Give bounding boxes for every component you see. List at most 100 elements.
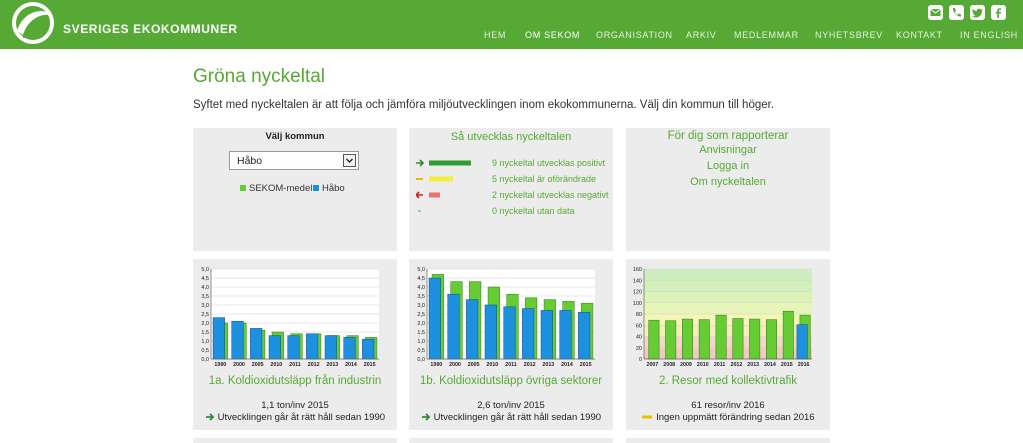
bar-sekom-2010[interactable]	[698, 319, 710, 360]
trend-row-positive[interactable]: 9 nyckeltal utvecklas positivt	[492, 158, 606, 168]
chart-panel-1a[interactable]: 0,0 0,5 1,0 1,5 2,0 2,5 3,0 3,5 4,0 4,5 5,0 1990 200…	[193, 259, 397, 430]
bar-kommun-2012[interactable]	[522, 308, 535, 360]
chart-panel-next-1[interactable]	[193, 438, 397, 443]
trend-row-negative[interactable]: 2 nyckeltal utvecklas negativt	[492, 190, 609, 200]
y-tick-label: 0,5	[201, 348, 209, 354]
x-tick-label-2013: 2013	[747, 362, 759, 368]
x-tick-label-2013: 2013	[542, 362, 554, 368]
chart-1a-value: 1,1 ton/inv 2015	[261, 400, 329, 411]
bar-kommun-2015[interactable]	[362, 338, 375, 360]
x-tick-label-2014: 2014	[764, 362, 776, 368]
background-band	[644, 302, 812, 314]
chart-panel-next-3[interactable]	[626, 438, 830, 443]
y-tick-label: 0	[639, 357, 642, 363]
bar-kommun-2010[interactable]	[484, 304, 497, 360]
bar-kommun-2005[interactable]	[466, 299, 479, 360]
chart-2-value: 61 resor/inv 2016	[691, 400, 765, 411]
chevron-down-icon[interactable]	[343, 154, 356, 167]
bar-kommun-2000[interactable]	[447, 293, 460, 360]
x-tick-label-2014: 2014	[561, 362, 573, 368]
x-tick-label-2010: 2010	[697, 362, 709, 368]
arrow-right-green-icon	[421, 413, 431, 422]
mail-icon[interactable]	[928, 5, 943, 20]
chart-2: 0 20 40 60 80 100 120 140 160 2007 2008 2009 2010 201…	[633, 267, 812, 368]
x-tick-label-2012: 2012	[308, 362, 320, 368]
bar-kommun-2005[interactable]	[250, 328, 263, 360]
x-tick-label-2000: 2000	[233, 362, 245, 368]
bar-kommun-1990[interactable]	[428, 277, 441, 360]
ekokommuner-logo[interactable]	[9, 1, 57, 45]
nav-kontakt[interactable]: KONTAKT	[896, 30, 943, 40]
trend-row-unchanged[interactable]: 5 nyckeltal är oförändrade	[492, 174, 597, 184]
bar-sekom-2007[interactable]	[648, 319, 660, 360]
nav-nyhetsbrev[interactable]: NYHETSBREV	[815, 30, 884, 40]
x-tick-label-2009: 2009	[680, 362, 692, 368]
brand-name[interactable]: SVERIGES EKOKOMMUNER	[63, 22, 238, 36]
y-tick-label: 0,0	[201, 357, 209, 363]
y-tick-label: 3,0	[201, 303, 209, 309]
x-tick-label-1990: 1990	[214, 362, 226, 368]
y-tick-label: 0,5	[417, 348, 425, 354]
x-tick-label-2012: 2012	[731, 362, 743, 368]
bar-kommun-2013[interactable]	[540, 310, 553, 360]
chart-1b-title[interactable]: 1b. Koldioxidutsläpp övriga sektorer	[419, 375, 603, 387]
twitter-icon[interactable]	[970, 5, 985, 20]
x-tick-label-2011: 2011	[714, 362, 726, 368]
nav-in-english[interactable]: IN ENGLISH	[960, 30, 1019, 40]
arrow-right-green-icon	[205, 413, 215, 422]
x-tick-label-2011: 2011	[289, 362, 301, 368]
y-tick-label: 1,5	[417, 330, 425, 336]
bar-sekom-2008[interactable]	[665, 320, 677, 360]
bar-kommun-2012[interactable]	[306, 333, 319, 360]
bar-kommun-1990[interactable]	[212, 317, 225, 360]
chart-2-title[interactable]: 2. Resor med kollektivtrafik	[658, 375, 798, 387]
nav-hem[interactable]: HEM	[484, 30, 507, 40]
bar-kommun-2011[interactable]	[287, 335, 300, 360]
chart-panel-2[interactable]: 0 20 40 60 80 100 120 140 160 2007 2008 2009 2010 201…	[626, 259, 830, 430]
x-tick-label-2014: 2014	[345, 362, 357, 368]
bar-sekom-2012[interactable]	[732, 318, 744, 360]
bar-kommun-2010[interactable]	[268, 335, 281, 360]
background-band	[644, 347, 812, 359]
x-tick-label-2005: 2005	[468, 362, 480, 368]
bar-sekom-2013[interactable]	[749, 318, 761, 360]
y-tick-label: 4,5	[417, 276, 425, 282]
chart-1a-title[interactable]: 1a. Koldioxidutsläpp från industrin	[208, 375, 382, 387]
bar-kommun-2016[interactable]	[796, 324, 808, 360]
trend-panel-title: Så utvecklas nyckeltalen	[450, 131, 572, 143]
bar-sekom-2015[interactable]	[782, 310, 794, 360]
kommun-select[interactable]: Håbo	[229, 151, 359, 170]
arrow-right-green-icon	[416, 159, 471, 167]
legend-sekom: SEKOM-medel	[240, 183, 312, 194]
bar-kommun-2013[interactable]	[324, 335, 337, 360]
page-title: Gröna nyckeltal	[193, 66, 326, 87]
bar-sekom-2009[interactable]	[682, 318, 693, 360]
phone-icon[interactable]	[949, 5, 964, 20]
bar-sekom-2014[interactable]	[766, 319, 777, 360]
legend-kommun: Håbo	[313, 183, 345, 194]
facebook-icon[interactable]	[991, 5, 1006, 20]
link-om-nyckeltalen[interactable]: Om nyckeltalen	[690, 176, 766, 188]
y-tick-label: 1,0	[417, 339, 425, 345]
bar-kommun-2015[interactable]	[578, 311, 591, 360]
chart-panel-next-2[interactable]	[409, 438, 613, 443]
link-anvisningar[interactable]: Anvisningar	[699, 144, 757, 156]
chart-1b: 0,0 0,5 1,0 1,5 2,0 2,5 3,0 3,5 4,0 4,5 5,0 1990 200…	[417, 267, 595, 368]
nav-organisation[interactable]: ORGANISATION	[596, 30, 673, 40]
bar-kommun-2000[interactable]	[231, 320, 244, 360]
link-logga-in[interactable]: Logga in	[706, 160, 750, 172]
chart-1a-trend-text: Utvecklingen går åt rätt håll sedan 1990	[217, 412, 386, 423]
chart-panel-1b[interactable]: 0,0 0,5 1,0 1,5 2,0 2,5 3,0 3,5 4,0 4,5 5,0 1990 200…	[409, 259, 613, 430]
trend-row-nodata[interactable]: 0 nyckeltal utan data	[492, 206, 575, 216]
nav-arkiv[interactable]: ARKIV	[686, 30, 717, 40]
y-tick-label: 5,0	[201, 267, 209, 273]
bar-sekom-2011[interactable]	[715, 314, 727, 360]
nav-medlemmar[interactable]: MEDLEMMAR	[734, 30, 799, 40]
bar-kommun-2014[interactable]	[343, 337, 356, 360]
bar-kommun-2014[interactable]	[559, 310, 572, 360]
legend-kommun-swatch	[313, 185, 319, 192]
bar-kommun-2011[interactable]	[503, 306, 516, 360]
nav-om-sekom[interactable]: OM SEKOM	[525, 30, 581, 40]
y-tick-label: 140	[633, 278, 642, 284]
kommun-panel: Välj kommun	[193, 128, 397, 251]
